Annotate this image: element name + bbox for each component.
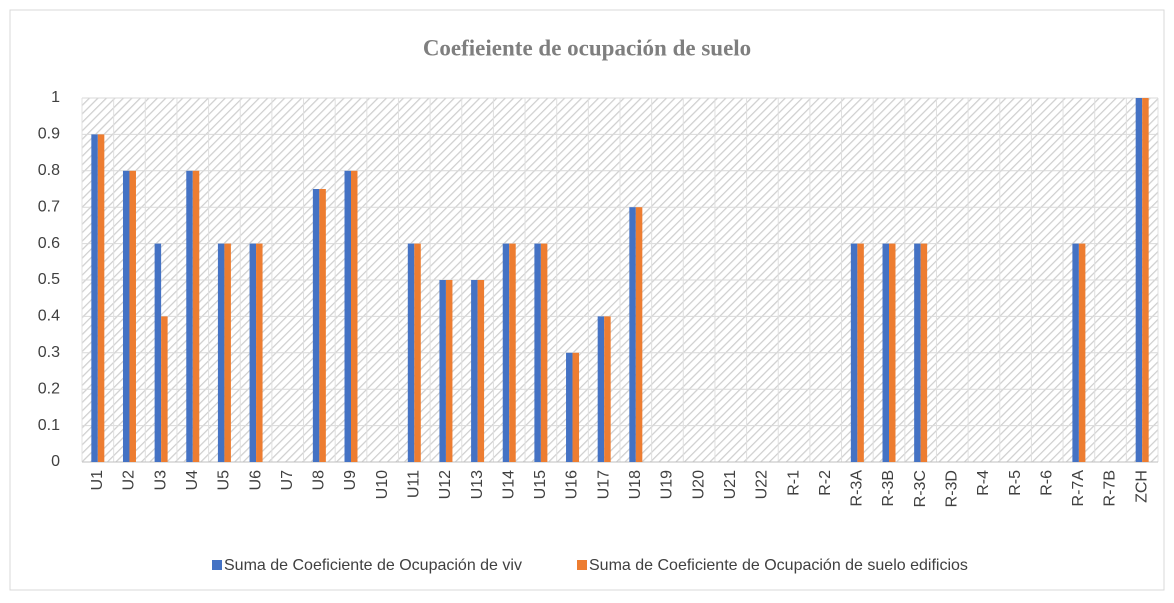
x-tick-label: R-2 [817, 470, 834, 496]
bar [445, 280, 453, 462]
bar [572, 352, 580, 462]
x-tick-label: R-5 [1007, 470, 1024, 496]
x-tick-label: U5 [216, 470, 233, 491]
x-tick-label: U10 [374, 470, 391, 499]
x-tick-label: U4 [184, 470, 201, 491]
x-tick-label: R-3A [849, 470, 866, 507]
bar [97, 134, 105, 462]
chart-title: Coefieiente de ocupación de suelo [423, 35, 751, 60]
bar [407, 243, 415, 462]
x-tick-label: U8 [311, 470, 328, 491]
bar [471, 280, 478, 462]
x-tick-label: U1 [89, 470, 106, 491]
x-tick-label: U17 [595, 470, 612, 499]
x-tick-label: U6 [247, 470, 264, 491]
bar [122, 170, 130, 463]
bar [344, 170, 351, 463]
bar [477, 280, 485, 462]
x-tick-label: R-4 [975, 470, 992, 496]
bar [882, 243, 889, 462]
bar [850, 243, 858, 462]
bar [217, 243, 225, 462]
bar [129, 170, 136, 463]
y-tick-label: 0.9 [38, 126, 60, 143]
bar [249, 243, 257, 462]
x-tick-label: R-3C [912, 470, 929, 507]
bar [597, 316, 605, 462]
x-tick-label: U18 [627, 470, 644, 499]
x-tick-label: U14 [500, 470, 517, 499]
bar [319, 189, 326, 462]
x-tick-label: R-3D [944, 470, 961, 507]
x-tick-label: U11 [406, 470, 423, 498]
x-tick-label: U9 [342, 470, 359, 491]
bar [920, 243, 928, 462]
bar [192, 170, 200, 463]
bar [635, 207, 643, 462]
x-tick-label: U12 [437, 470, 454, 499]
x-tick-label: R-7B [1102, 470, 1119, 506]
bar [186, 170, 193, 463]
bar [91, 134, 98, 462]
x-tick-label: U15 [532, 470, 549, 499]
bar [914, 243, 921, 462]
x-tick-label: U13 [469, 470, 486, 499]
x-tick-label: U22 [754, 470, 771, 499]
x-tick-label: ZCH [1133, 470, 1150, 503]
bar [1072, 243, 1079, 462]
x-tick-label: U3 [152, 470, 169, 491]
bar [534, 243, 541, 462]
y-tick-label: 0 [51, 453, 60, 470]
x-tick-label: U20 [690, 470, 707, 499]
bar [502, 243, 510, 462]
bar [1135, 98, 1143, 462]
bar [161, 316, 168, 462]
y-tick-label: 1 [51, 89, 60, 106]
y-tick-label: 0.8 [38, 162, 60, 179]
x-tick-label: R-7A [1070, 470, 1087, 507]
bar [1142, 98, 1149, 462]
bar [154, 243, 162, 462]
bar [414, 243, 421, 462]
bar [857, 243, 864, 462]
x-tick-label: R-1 [785, 470, 802, 496]
bar [629, 207, 636, 462]
y-tick-label: 0.4 [38, 308, 60, 325]
x-tick-label: R-3B [880, 470, 897, 506]
y-tick-label: 0.2 [38, 380, 60, 397]
x-tick-label: R-6 [1038, 470, 1055, 496]
x-tick-label: U16 [564, 470, 581, 499]
bar [1078, 243, 1086, 462]
x-tick-label: U7 [279, 470, 296, 491]
bar [566, 352, 573, 462]
y-tick-label: 0.7 [38, 198, 60, 215]
x-tick-label: U19 [659, 470, 676, 499]
y-tick-label: 0.3 [38, 344, 60, 361]
bar [509, 243, 516, 462]
bar [604, 316, 611, 462]
bar [312, 189, 320, 462]
x-tick-label: U2 [121, 470, 138, 491]
y-tick-label: 0.1 [38, 417, 60, 434]
bar [439, 280, 446, 462]
legend-label: Suma de Coeficiente de Ocupación de viv [224, 557, 522, 574]
legend-swatch [212, 560, 222, 570]
bar [256, 243, 263, 462]
y-tick-label: 0.6 [38, 235, 60, 252]
y-tick-label: 0.5 [38, 271, 60, 288]
bar [224, 243, 231, 462]
x-tick-label: U21 [722, 470, 739, 499]
legend-swatch [577, 560, 587, 570]
legend-label: Suma de Coeficiente de Ocupación de suel… [589, 557, 968, 574]
bar [889, 243, 896, 462]
bar [540, 243, 548, 462]
bar [351, 170, 358, 463]
